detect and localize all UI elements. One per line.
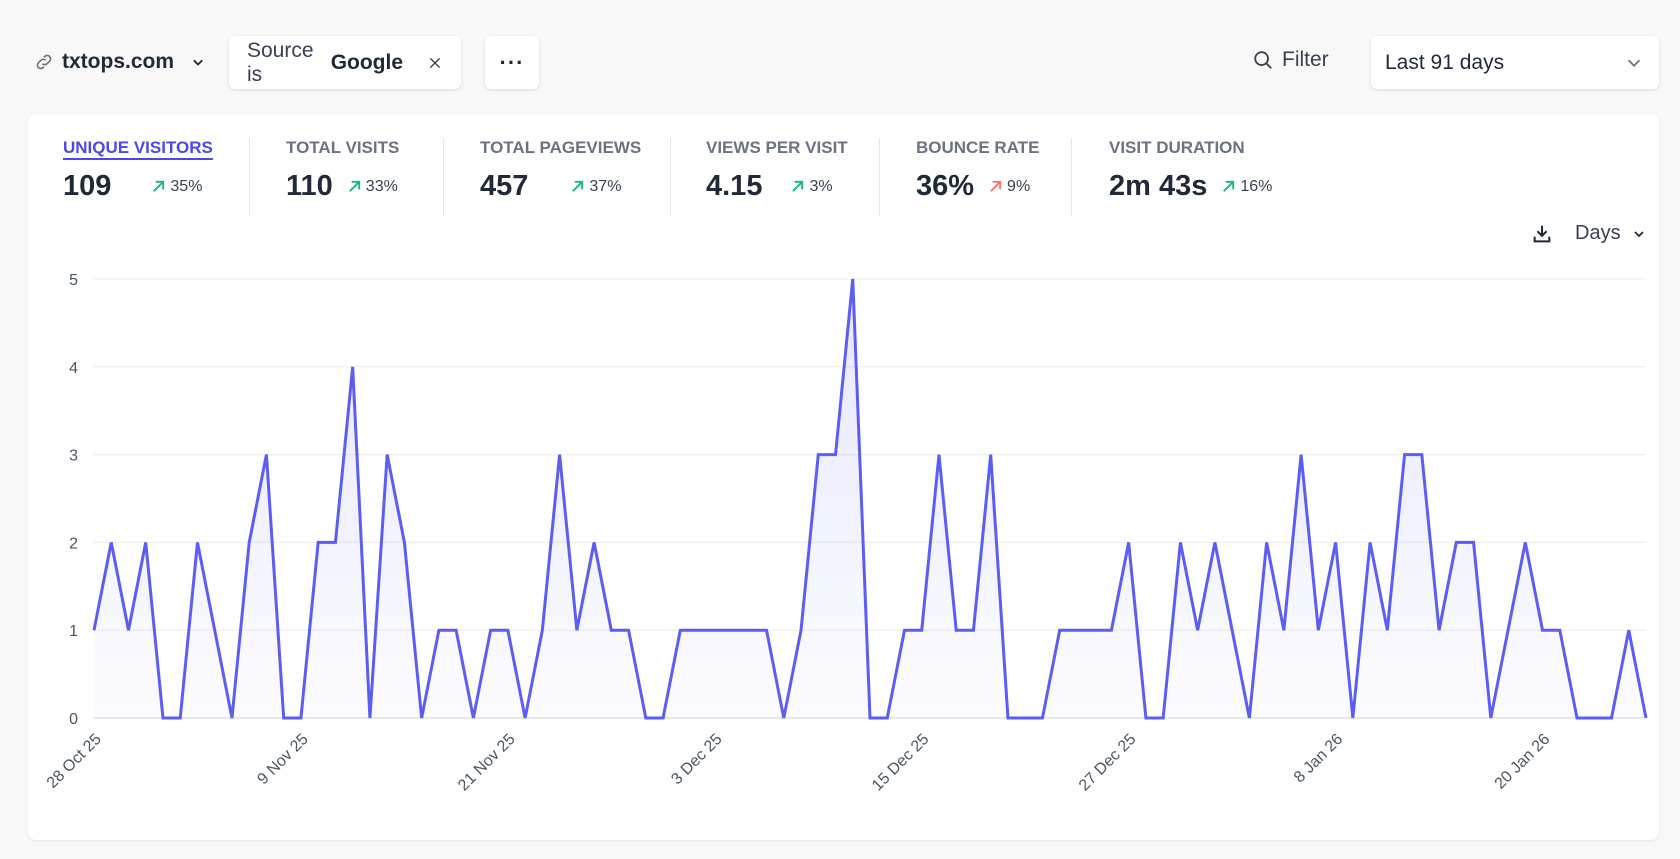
metric-value: 109 [63, 170, 112, 202]
series-line [92, 278, 1648, 720]
divider [879, 138, 880, 216]
metric-value: 36% [916, 170, 975, 202]
visitors-chart: 0 1 2 3 4 5 28 Oct 25 9 Nov 25 21 Nov 25 3 Dec 25… [44, 272, 1648, 795]
filter-label: Filter [1282, 48, 1329, 71]
interval-value: Days [1575, 222, 1621, 244]
metric-value: 4.15 [706, 170, 763, 202]
x-tick-label: 3 Dec 25 [668, 731, 725, 788]
more-button[interactable]: ··· [485, 36, 539, 89]
metric-visit-duration[interactable]: VISIT DURATION 2m 43s 16% [1109, 138, 1272, 203]
y-tick-label: 0 [69, 711, 78, 728]
metric-unique-visitors[interactable]: UNIQUE VISITORS 109 35% [63, 138, 213, 203]
metric-label: VIEWS PER VISIT [706, 138, 848, 157]
filter-value: Google [330, 50, 404, 74]
metric-change: 16% [1240, 177, 1273, 195]
chevron-down-icon [1627, 59, 1641, 67]
metric-change: 3% [809, 177, 833, 195]
link-icon [36, 54, 52, 70]
site-name: txtops.com [62, 50, 175, 73]
metric-change: 9% [1007, 177, 1031, 195]
metric-change: 35% [170, 177, 203, 195]
area-fill [94, 279, 1646, 718]
y-tick-label: 3 [69, 448, 78, 465]
date-range-value: Last 91 days [1385, 50, 1505, 74]
chart-controls: Days [1531, 222, 1647, 245]
metric-label: TOTAL VISITS [286, 138, 400, 157]
metric-value: 457 [480, 170, 529, 202]
divider [249, 138, 250, 216]
trend-up-icon [1223, 180, 1235, 192]
divider [1071, 138, 1072, 216]
site-selector[interactable]: txtops.com [34, 50, 208, 74]
close-icon[interactable] [427, 54, 443, 72]
stats-card: UNIQUE VISITORS 109 35% TOTAL VISITS 110 … [28, 114, 1659, 840]
metric-total-visits[interactable]: TOTAL VISITS 110 33% [286, 138, 399, 203]
metric-label: BOUNCE RATE [916, 138, 1040, 157]
metric-value: 2m 43s [1109, 170, 1208, 202]
y-tick-label: 4 [69, 360, 78, 377]
metric-value: 110 [286, 170, 333, 202]
x-tick-label: 9 Nov 25 [254, 731, 311, 788]
filter-button[interactable]: Filter [1252, 48, 1329, 72]
search-icon [1254, 51, 1272, 69]
date-range-select[interactable]: Last 91 days [1371, 36, 1659, 89]
metric-bounce-rate[interactable]: BOUNCE RATE 36% 9% [916, 138, 1039, 203]
trend-up-icon [990, 180, 1002, 192]
chevron-down-icon [193, 59, 203, 66]
filter-pill-source[interactable]: Source is Google [229, 36, 461, 89]
download-icon[interactable] [1531, 223, 1553, 245]
x-tick-label: 28 Oct 25 [44, 731, 105, 792]
metric-label: UNIQUE VISITORS [63, 138, 213, 157]
y-tick-label: 5 [69, 272, 78, 289]
metric-change: 37% [589, 177, 622, 195]
x-tick-label: 20 Jan 26 [1492, 731, 1554, 793]
metric-change: 33% [365, 177, 398, 195]
y-tick-label: 1 [69, 623, 78, 640]
interval-select[interactable]: Days [1575, 222, 1647, 245]
x-tick-label: 21 Nov 25 [455, 731, 519, 795]
filter-prefix: Source is [247, 38, 314, 86]
trend-up-icon [348, 180, 360, 192]
more-icon: ··· [499, 49, 525, 75]
trend-up-icon [792, 180, 804, 192]
divider [670, 138, 671, 216]
y-tick-label: 2 [69, 535, 78, 552]
x-tick-label: 8 Jan 26 [1291, 731, 1346, 786]
divider [443, 138, 444, 216]
metric-label: VISIT DURATION [1109, 138, 1245, 157]
x-tick-label: 27 Dec 25 [1076, 731, 1140, 795]
metric-label: TOTAL PAGEVIEWS [480, 138, 642, 157]
metric-total-pageviews[interactable]: TOTAL PAGEVIEWS 457 37% [480, 138, 641, 203]
x-tick-label: 15 Dec 25 [869, 731, 933, 795]
trend-up-icon [572, 180, 584, 192]
trend-up-icon [153, 180, 165, 192]
chevron-down-icon [1633, 230, 1644, 237]
metric-views-per-visit[interactable]: VIEWS PER VISIT 4.15 3% [706, 138, 848, 203]
